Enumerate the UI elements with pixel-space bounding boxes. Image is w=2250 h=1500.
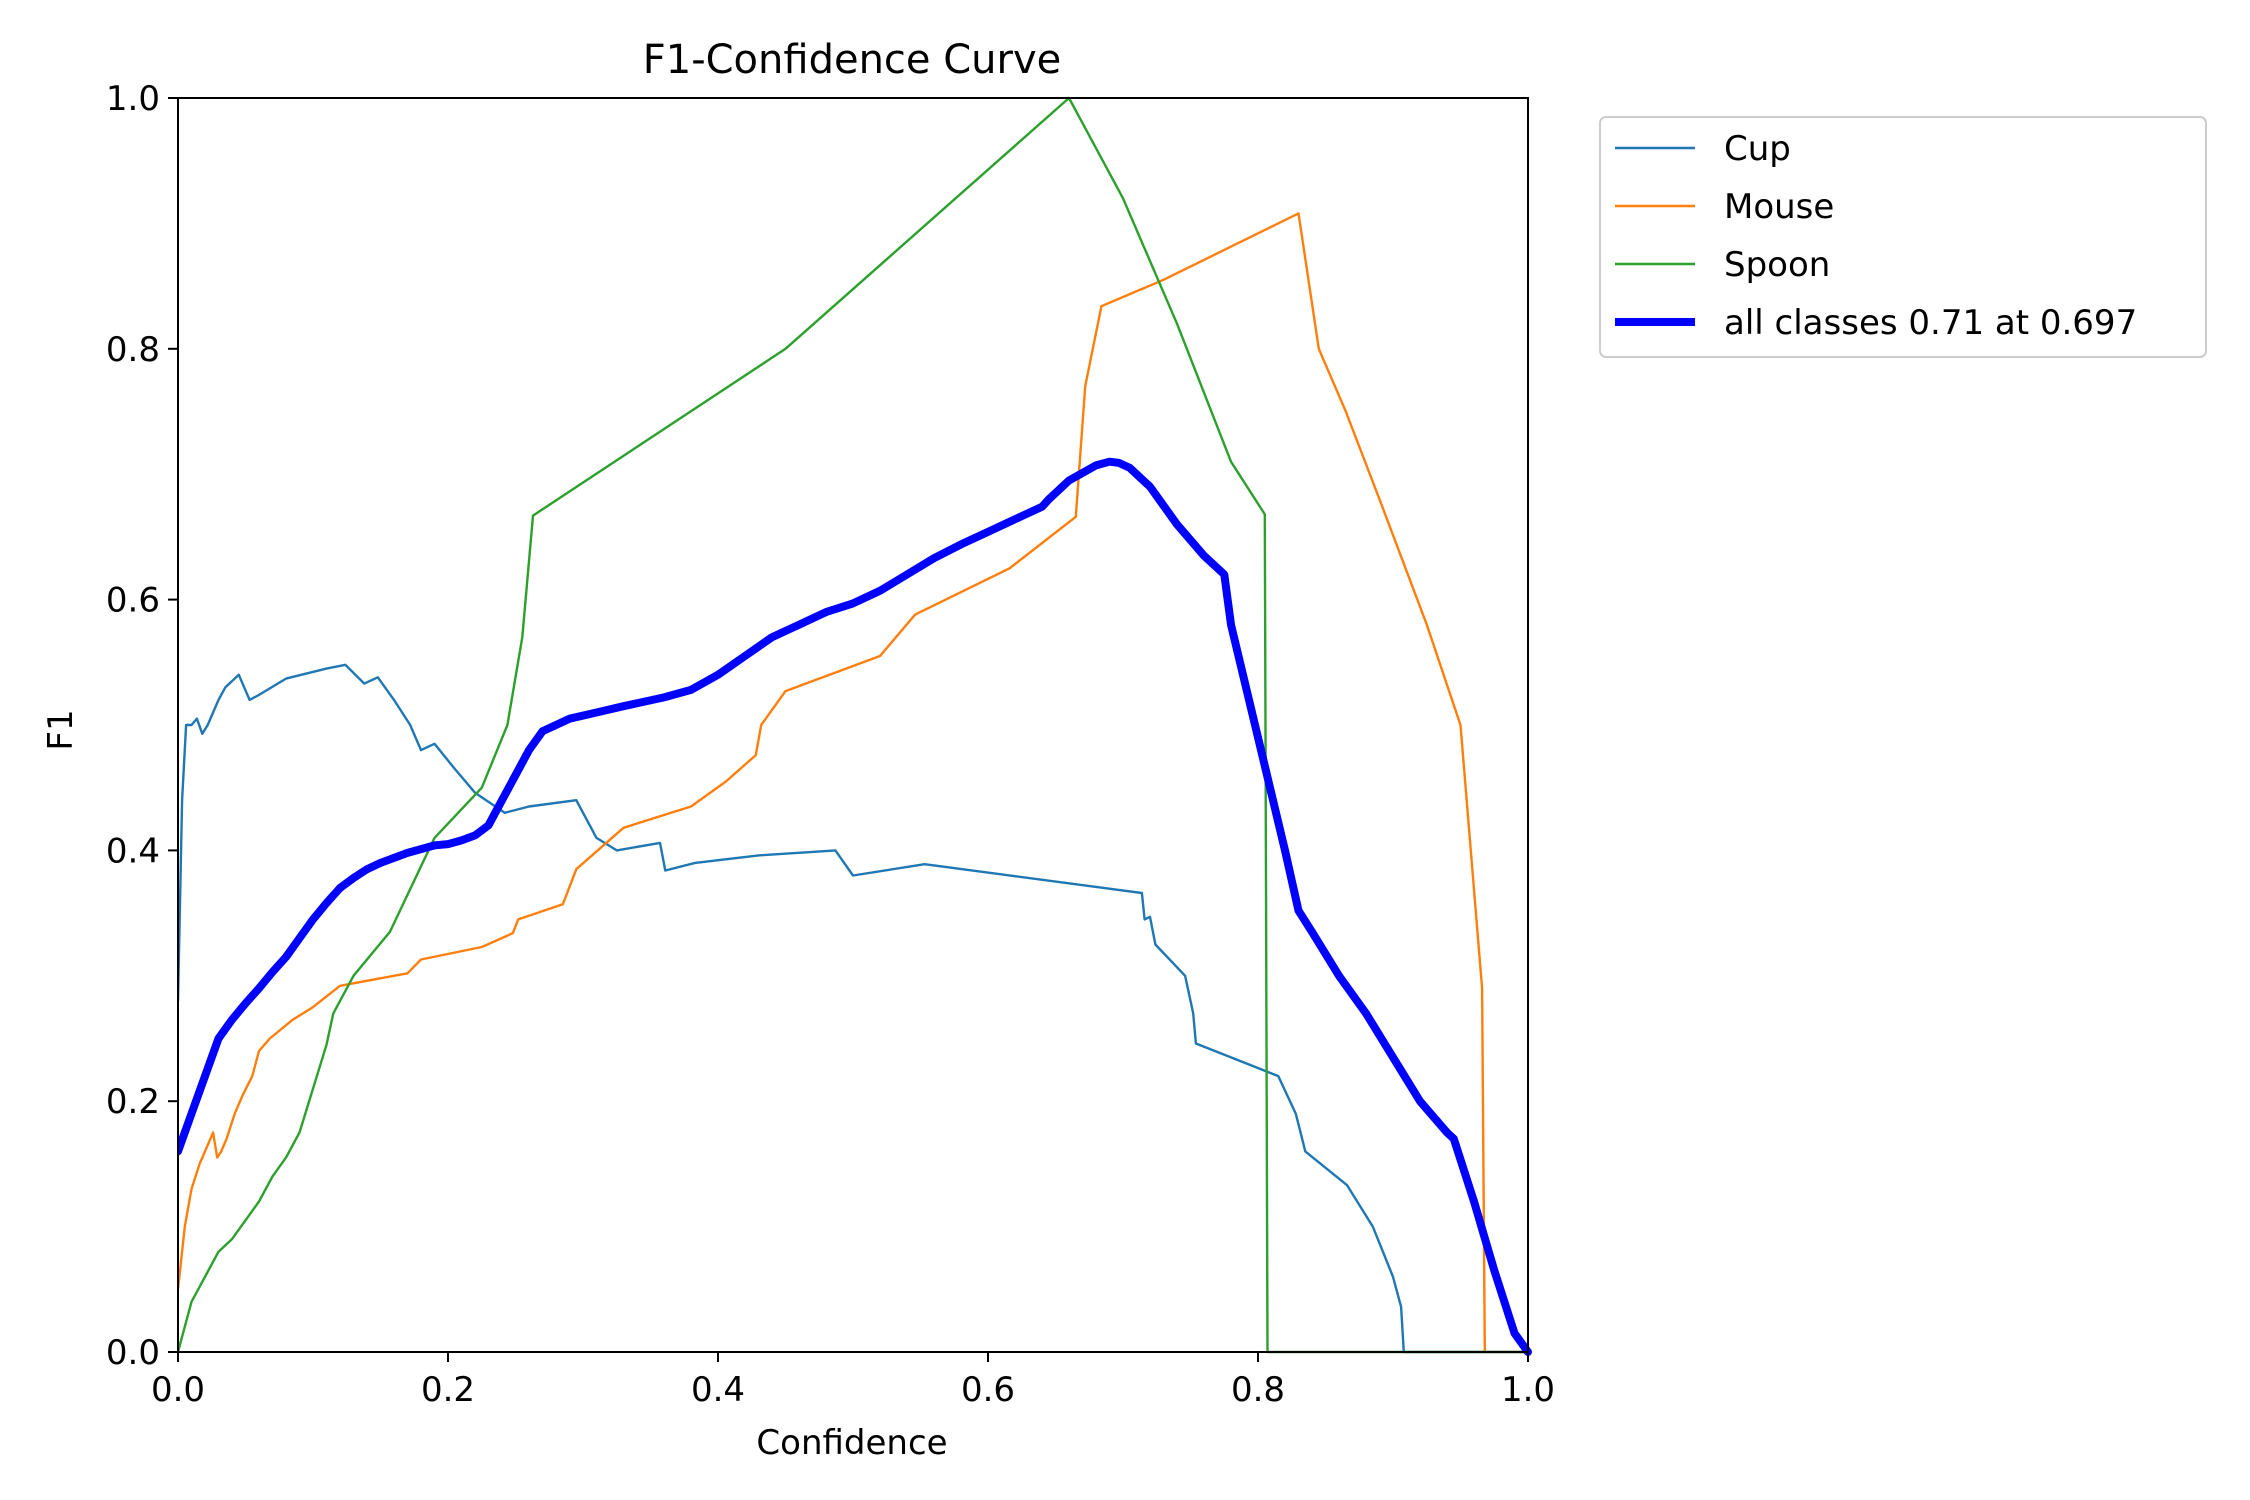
y-tick-label: 0.0	[106, 1333, 160, 1373]
y-tick-label: 0.8	[106, 330, 160, 370]
x-tick-label: 0.6	[961, 1370, 1015, 1410]
y-tick-label: 0.6	[106, 581, 160, 621]
x-tick-label: 0.8	[1231, 1370, 1285, 1410]
y-tick-label: 1.0	[106, 79, 160, 119]
plot-area: 0.0 0.2 0.4 0.6 0.8 1.0 0.0 0.2 0.4 0.6 0.8 1.0	[106, 79, 1555, 1410]
x-tick-label: 0.2	[421, 1370, 475, 1410]
x-axis-label: Confidence	[756, 1423, 947, 1463]
x-tick-label: 0.0	[151, 1370, 205, 1410]
legend-label: all classes 0.71 at 0.697	[1724, 303, 2137, 343]
chart-title: F1-Confidence Curve	[643, 37, 1062, 83]
x-tick-label: 1.0	[1501, 1370, 1555, 1410]
legend-label: Mouse	[1724, 187, 1834, 227]
y-tick-label: 0.2	[106, 1082, 160, 1122]
legend: Cup Mouse Spoon all classes 0.71 at 0.697	[1599, 116, 2207, 358]
x-tick-label: 0.4	[691, 1370, 745, 1410]
legend-label: Cup	[1724, 129, 1791, 169]
y-axis-label: F1	[41, 709, 81, 750]
axes-frame	[177, 97, 1529, 1353]
series-line-all	[178, 457, 1532, 1356]
series-group	[178, 96, 1532, 1356]
series-line-spoon	[178, 96, 1530, 1354]
legend-box	[1599, 116, 2207, 358]
y-tick-label: 0.4	[106, 831, 160, 871]
legend-label: Spoon	[1724, 245, 1830, 285]
series-line-cup	[178, 663, 1530, 1354]
series-line-mouse	[178, 212, 1530, 1354]
